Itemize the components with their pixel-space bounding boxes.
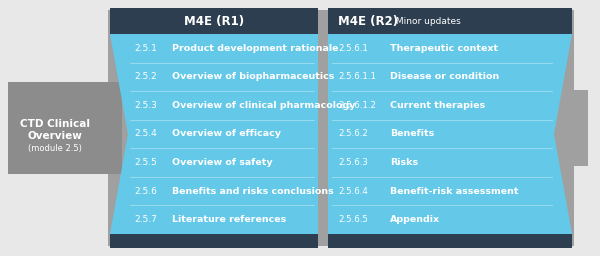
Text: (module 2.5): (module 2.5) xyxy=(28,144,82,153)
Text: Minor updates: Minor updates xyxy=(393,16,461,26)
Text: Overview: Overview xyxy=(28,131,82,141)
Text: Literature references: Literature references xyxy=(172,215,286,224)
Text: 2.5.6.1.1: 2.5.6.1.1 xyxy=(338,72,376,81)
Text: 2.5.6: 2.5.6 xyxy=(134,187,157,196)
FancyBboxPatch shape xyxy=(560,90,588,166)
Text: Overview of safety: Overview of safety xyxy=(172,158,272,167)
Text: Benefits: Benefits xyxy=(390,130,434,138)
Text: Disease or condition: Disease or condition xyxy=(390,72,499,81)
Text: 2.5.6.2: 2.5.6.2 xyxy=(338,130,368,138)
FancyBboxPatch shape xyxy=(110,8,318,34)
Text: 2.5.4: 2.5.4 xyxy=(134,130,157,138)
Text: 2.5.6.4: 2.5.6.4 xyxy=(338,187,368,196)
Text: Product development rationale: Product development rationale xyxy=(172,44,338,53)
Polygon shape xyxy=(110,34,318,234)
FancyBboxPatch shape xyxy=(110,234,318,248)
Text: 2.5.6.1: 2.5.6.1 xyxy=(338,44,368,53)
Text: Risks: Risks xyxy=(390,158,418,167)
Text: Therapeutic context: Therapeutic context xyxy=(390,44,498,53)
Text: 2.5.2: 2.5.2 xyxy=(134,72,157,81)
Text: M4E (R1): M4E (R1) xyxy=(184,15,244,27)
Text: 2.5.3: 2.5.3 xyxy=(134,101,157,110)
Text: Current therapies: Current therapies xyxy=(390,101,485,110)
Text: 2.5.5: 2.5.5 xyxy=(134,158,157,167)
Text: CTD Clinical: CTD Clinical xyxy=(20,119,90,129)
FancyBboxPatch shape xyxy=(8,82,122,174)
Text: Appendix: Appendix xyxy=(390,215,440,224)
Text: Overview of clinical pharmacology: Overview of clinical pharmacology xyxy=(172,101,355,110)
Text: Benefit-risk assessment: Benefit-risk assessment xyxy=(390,187,518,196)
Text: Benefits and risks conclusions: Benefits and risks conclusions xyxy=(172,187,334,196)
FancyBboxPatch shape xyxy=(328,8,572,34)
Text: 2.5.6.5: 2.5.6.5 xyxy=(338,215,368,224)
Text: M4E (R2): M4E (R2) xyxy=(338,15,398,27)
FancyBboxPatch shape xyxy=(328,234,572,248)
Text: 2.5.1: 2.5.1 xyxy=(134,44,157,53)
Polygon shape xyxy=(328,34,572,234)
FancyBboxPatch shape xyxy=(108,10,574,246)
Text: Overview of efficacy: Overview of efficacy xyxy=(172,130,281,138)
Text: Overview of biopharmaceutics: Overview of biopharmaceutics xyxy=(172,72,334,81)
Text: 2.5.6.3: 2.5.6.3 xyxy=(338,158,368,167)
Text: 2.5.7: 2.5.7 xyxy=(134,215,157,224)
Text: 2.5.6.1.2: 2.5.6.1.2 xyxy=(338,101,376,110)
